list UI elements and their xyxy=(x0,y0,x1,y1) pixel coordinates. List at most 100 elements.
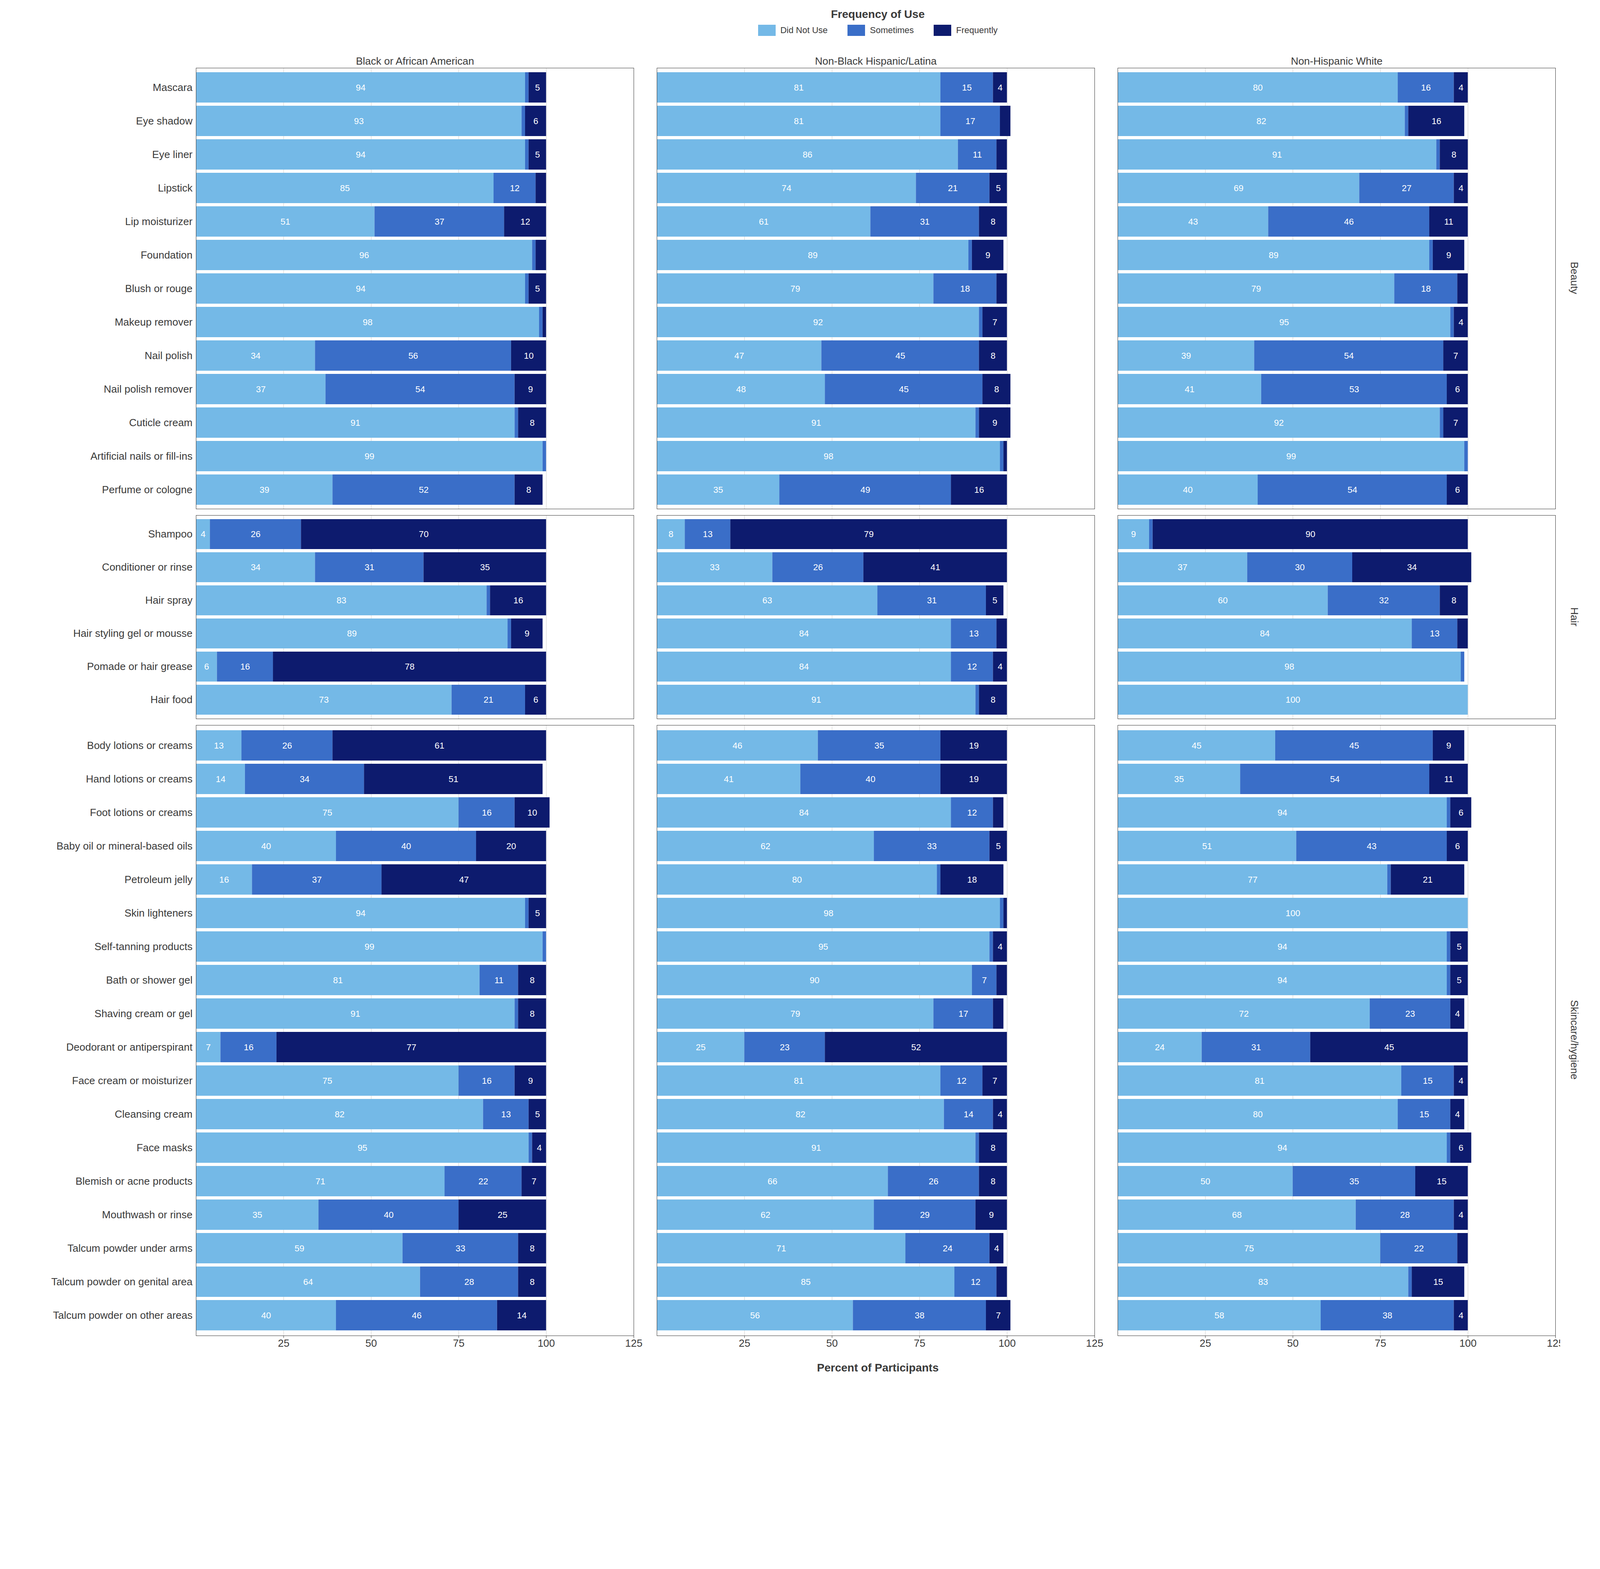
svg-text:94: 94 xyxy=(1277,941,1288,952)
svg-text:40: 40 xyxy=(401,841,411,852)
svg-text:31: 31 xyxy=(1251,1042,1261,1053)
svg-text:61: 61 xyxy=(758,216,769,227)
svg-text:7: 7 xyxy=(995,1310,1001,1321)
svg-text:63: 63 xyxy=(762,595,773,606)
svg-text:91: 91 xyxy=(1272,149,1282,160)
svg-text:39: 39 xyxy=(1181,350,1191,361)
svg-text:75: 75 xyxy=(452,1337,465,1350)
svg-text:17: 17 xyxy=(965,116,976,127)
svg-text:18: 18 xyxy=(960,283,970,294)
svg-text:62: 62 xyxy=(760,1209,771,1220)
svg-text:Petroleum jelly: Petroleum jelly xyxy=(124,873,193,886)
svg-text:Black or African American: Black or African American xyxy=(355,55,475,68)
svg-text:26: 26 xyxy=(928,1176,939,1187)
svg-text:5: 5 xyxy=(992,595,998,606)
svg-text:29: 29 xyxy=(920,1209,930,1220)
svg-text:12: 12 xyxy=(967,661,977,672)
svg-text:98: 98 xyxy=(1284,661,1294,672)
svg-text:7: 7 xyxy=(992,1075,998,1086)
svg-text:45: 45 xyxy=(1191,740,1202,751)
svg-text:8: 8 xyxy=(994,384,1000,395)
svg-text:Self-tanning products: Self-tanning products xyxy=(94,940,193,953)
svg-text:6: 6 xyxy=(1455,484,1460,495)
svg-text:35: 35 xyxy=(480,562,490,573)
svg-text:94: 94 xyxy=(355,149,366,160)
svg-text:31: 31 xyxy=(364,562,375,573)
svg-text:93: 93 xyxy=(353,116,364,127)
svg-text:4: 4 xyxy=(1458,183,1464,194)
svg-text:78: 78 xyxy=(404,661,415,672)
svg-text:51: 51 xyxy=(448,774,459,785)
svg-text:34: 34 xyxy=(299,774,310,785)
svg-text:47: 47 xyxy=(459,874,469,885)
svg-text:99: 99 xyxy=(364,941,375,952)
svg-text:24: 24 xyxy=(942,1243,953,1254)
svg-text:62: 62 xyxy=(760,841,771,852)
svg-text:84: 84 xyxy=(799,628,809,639)
svg-text:75: 75 xyxy=(322,1075,332,1086)
svg-text:80: 80 xyxy=(1252,1109,1263,1120)
svg-text:79: 79 xyxy=(1251,283,1261,294)
svg-text:84: 84 xyxy=(799,807,809,818)
svg-text:59: 59 xyxy=(294,1243,305,1254)
svg-text:38: 38 xyxy=(1382,1310,1393,1321)
svg-text:6: 6 xyxy=(1455,841,1460,852)
svg-text:16: 16 xyxy=(240,661,250,672)
svg-text:Shaving cream or gel: Shaving cream or gel xyxy=(94,1007,193,1020)
svg-text:Eye liner: Eye liner xyxy=(152,148,193,161)
svg-text:82: 82 xyxy=(334,1109,345,1120)
svg-text:Talcum powder under arms: Talcum powder under arms xyxy=(67,1242,193,1255)
svg-text:79: 79 xyxy=(790,1008,800,1019)
svg-text:12: 12 xyxy=(970,1276,981,1287)
svg-text:54: 54 xyxy=(1343,350,1354,361)
svg-text:4: 4 xyxy=(1458,82,1464,93)
svg-text:40: 40 xyxy=(1183,484,1193,495)
svg-text:9: 9 xyxy=(524,628,530,639)
svg-text:85: 85 xyxy=(339,183,350,194)
svg-text:33: 33 xyxy=(926,841,937,852)
svg-text:Pomade or hair grease: Pomade or hair grease xyxy=(86,660,193,673)
svg-text:Nail polish remover: Nail polish remover xyxy=(103,383,193,396)
svg-text:4: 4 xyxy=(1458,317,1464,328)
svg-text:16: 16 xyxy=(481,1075,492,1086)
svg-text:Perfume or cologne: Perfume or cologne xyxy=(102,483,193,496)
svg-text:13: 13 xyxy=(501,1109,511,1120)
svg-text:41: 41 xyxy=(930,562,941,573)
svg-text:30: 30 xyxy=(1295,562,1305,573)
svg-text:81: 81 xyxy=(333,975,343,986)
svg-text:54: 54 xyxy=(1347,484,1358,495)
svg-text:Conditioner or rinse: Conditioner or rinse xyxy=(102,560,193,573)
svg-text:34: 34 xyxy=(250,350,261,361)
svg-text:23: 23 xyxy=(780,1042,790,1053)
svg-text:4: 4 xyxy=(997,82,1003,93)
svg-text:8: 8 xyxy=(529,417,535,428)
svg-text:81: 81 xyxy=(794,116,804,127)
svg-text:9: 9 xyxy=(1446,740,1452,751)
svg-text:14: 14 xyxy=(963,1109,974,1120)
svg-text:8: 8 xyxy=(990,1142,996,1153)
svg-text:9: 9 xyxy=(992,417,998,428)
svg-text:92: 92 xyxy=(813,317,823,328)
svg-text:Hair food: Hair food xyxy=(150,693,193,706)
svg-text:Face masks: Face masks xyxy=(136,1141,193,1154)
svg-text:31: 31 xyxy=(926,595,937,606)
svg-text:45: 45 xyxy=(898,384,909,395)
svg-text:50: 50 xyxy=(365,1337,378,1350)
svg-text:6: 6 xyxy=(1455,384,1460,395)
svg-text:10: 10 xyxy=(523,350,534,361)
svg-text:79: 79 xyxy=(790,283,800,294)
svg-text:70: 70 xyxy=(418,529,429,540)
svg-text:94: 94 xyxy=(355,82,366,93)
svg-text:82: 82 xyxy=(795,1109,806,1120)
svg-text:35: 35 xyxy=(713,484,723,495)
svg-text:Talcum powder on other areas: Talcum powder on other areas xyxy=(53,1309,193,1322)
svg-text:38: 38 xyxy=(914,1310,925,1321)
svg-text:71: 71 xyxy=(776,1243,787,1254)
svg-text:5: 5 xyxy=(535,149,540,160)
svg-text:92: 92 xyxy=(1274,417,1284,428)
svg-text:98: 98 xyxy=(823,908,834,919)
svg-text:15: 15 xyxy=(1422,1075,1433,1086)
svg-text:96: 96 xyxy=(359,250,370,261)
svg-text:5: 5 xyxy=(995,183,1001,194)
svg-text:16: 16 xyxy=(243,1042,254,1053)
